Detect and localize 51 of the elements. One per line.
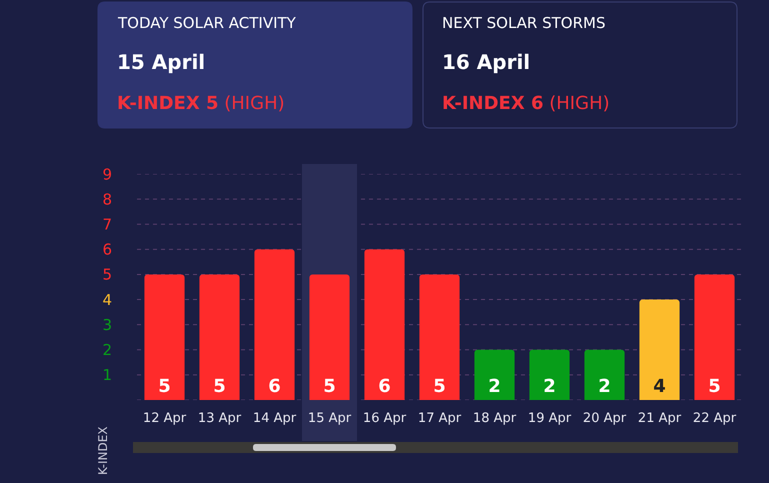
- data-label: 6: [378, 376, 391, 397]
- text: TODAY SOLAR ACTIVITY: [117, 14, 297, 32]
- x-tick-label: 17 Apr: [418, 411, 462, 426]
- y-tick-label: 5: [102, 266, 112, 284]
- x-tick-label: 20 Apr: [582, 411, 627, 426]
- bar: [639, 300, 680, 400]
- data-label: 5: [213, 376, 226, 397]
- x-tick-label: 15 Apr: [308, 411, 352, 426]
- y-tick-label: 2: [102, 341, 112, 360]
- x-tick-label: 22 Apr: [692, 411, 737, 426]
- y-tick-label: 7: [102, 215, 112, 234]
- data-label: 4: [653, 376, 666, 397]
- text: (HIGH): [549, 93, 610, 114]
- text: 15 April: [117, 50, 206, 74]
- bar: [364, 249, 405, 400]
- x-tick-label: 18 Apr: [472, 411, 517, 426]
- x-tick-label: 16 Apr: [362, 411, 407, 426]
- x-tick-label: 13 Apr: [198, 411, 242, 426]
- y-tick-label: 6: [102, 240, 112, 259]
- text: NEXT SOLAR STORMS: [442, 14, 606, 32]
- bar: [419, 274, 460, 400]
- y-tick-label: 9: [102, 165, 112, 184]
- x-tick-label: 21 Apr: [638, 411, 682, 426]
- text: (HIGH): [224, 93, 285, 114]
- x-tick-label: 12 Apr: [142, 411, 187, 426]
- y-tick-label: 1: [102, 366, 112, 384]
- text: K-INDEX 5: [117, 93, 219, 114]
- y-tick-label: 4: [102, 290, 112, 309]
- data-label: 5: [433, 376, 446, 397]
- x-tick-label: 14 Apr: [252, 411, 297, 426]
- bar: [529, 350, 570, 400]
- bar: [584, 350, 625, 400]
- data-label: 5: [323, 376, 336, 397]
- y-axis-title: K-INDEX: [96, 426, 110, 475]
- data-label: 2: [488, 376, 501, 397]
- data-label: 6: [268, 376, 281, 397]
- y-tick-label: 8: [102, 190, 112, 208]
- data-label: 2: [598, 376, 611, 397]
- data-label: 5: [158, 376, 171, 397]
- data-label: 2: [543, 376, 556, 397]
- data-label: 5: [708, 376, 721, 397]
- bar: [199, 274, 240, 400]
- text: K-INDEX 6: [442, 93, 544, 114]
- text: 16 April: [442, 50, 530, 74]
- bar: [694, 274, 735, 400]
- bar: [144, 274, 185, 400]
- bar: [474, 350, 515, 400]
- x-tick-label: 19 Apr: [528, 411, 572, 426]
- bar: [309, 274, 350, 400]
- bar: [254, 249, 295, 400]
- y-tick-label: 3: [102, 316, 112, 334]
